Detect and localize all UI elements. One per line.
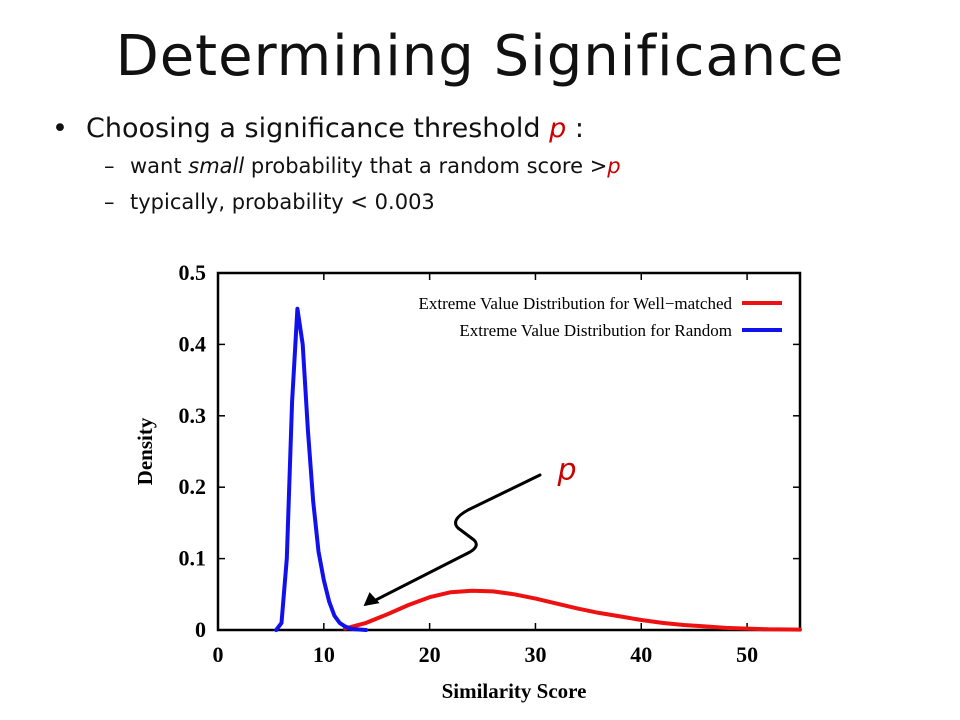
plot-frame [216,271,802,632]
sub-bullet-1-var: p [607,154,621,178]
annotation-arrow [370,473,542,604]
series-line-well-matched [343,588,802,632]
sub-bullet-2: – typically, probability < 0.003 [104,184,621,220]
y-tick-label: 0.1 [179,546,207,571]
sub-bullet-2-text: typically, probability < 0.003 [130,190,435,214]
sub-bullet-1-pre: want [130,154,189,178]
legend-label: Extreme Value Distribution for Well−matc… [418,294,732,313]
bullet-main-suffix: : [566,113,584,144]
x-tick-label: 10 [313,642,335,667]
sub-bullet-1-post: probability that a random score > [244,154,608,178]
series-line-random [274,306,369,632]
y-tick-label: 0 [195,617,206,642]
sub-bullet-1-dash: – [104,154,115,178]
x-tick-label: 0 [213,642,224,667]
y-tick-label: 0.5 [179,260,207,285]
bullet-dot: • [52,113,68,144]
y-tick-label: 0.4 [179,331,207,356]
x-axis-label: Similarity Score [442,679,587,703]
annotation-arrowhead [363,592,380,607]
x-tick-label: 50 [736,642,758,667]
bullet-main: • Choosing a significance threshold p : [52,110,621,148]
x-tick-label: 20 [419,642,441,667]
sub-bullet-1: – want small probability that a random sc… [104,148,621,184]
y-tick-label: 0.3 [179,403,207,428]
slide-title: Determining Significance [115,24,845,89]
y-axis-label: Density [133,417,157,485]
legend-label: Extreme Value Distribution for Random [459,321,732,340]
annotation-p-label: p [556,453,576,488]
bullet-main-var: p [549,113,567,144]
x-tick-label: 40 [630,642,652,667]
sub-bullet-1-em: small [188,154,245,178]
y-tick-label: 0.2 [179,474,207,499]
sub-bullet-2-dash: – [104,190,115,214]
bullet-main-text: Choosing a significance threshold [86,113,550,144]
x-tick-label: 30 [524,642,546,667]
bullet-list: • Choosing a significance threshold p : –… [52,110,621,220]
